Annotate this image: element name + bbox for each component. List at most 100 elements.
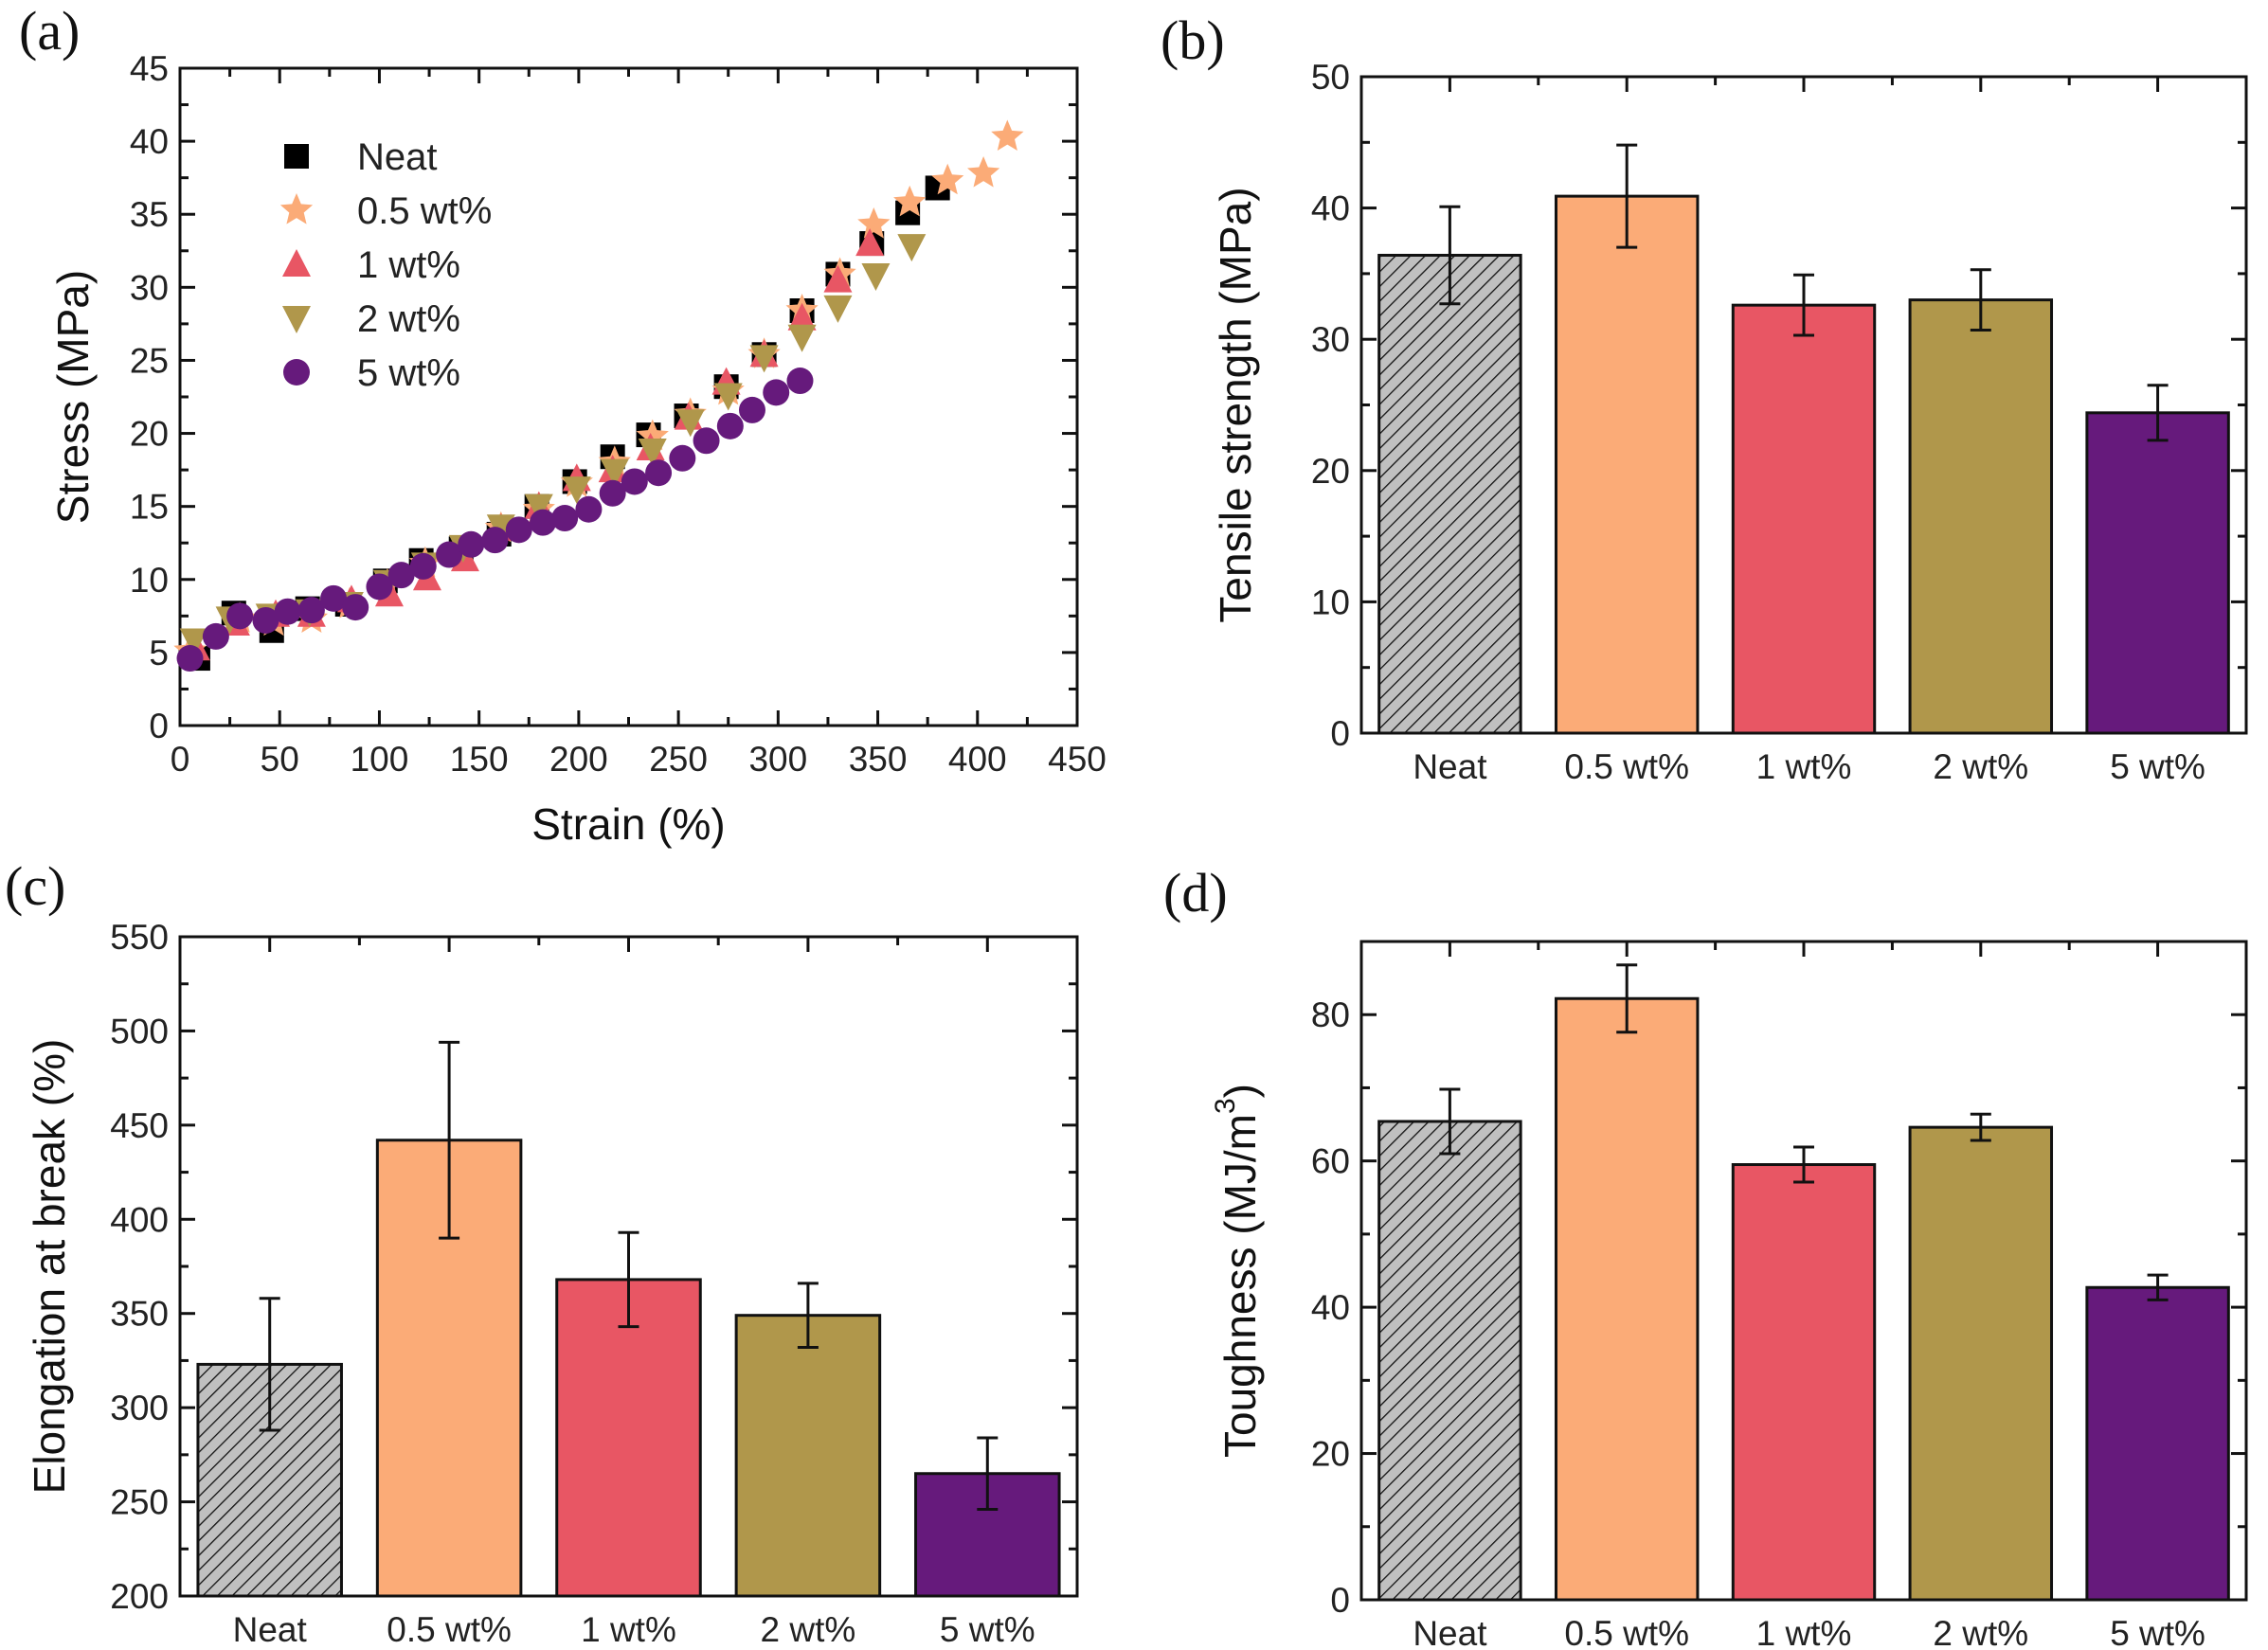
y-axis-label: Stress (MPa) <box>48 270 98 524</box>
y-tick-label: 40 <box>1311 1288 1350 1327</box>
y-tick-label: 550 <box>110 918 169 957</box>
bar-1-wt- <box>1731 303 1877 735</box>
panel-label: (a) <box>19 0 80 62</box>
y-tick-label: 300 <box>110 1389 169 1427</box>
data-point <box>562 476 591 505</box>
y-tick-label: 10 <box>1311 583 1350 621</box>
data-point <box>897 234 927 262</box>
data-point <box>226 602 254 630</box>
legend-marker <box>282 249 311 277</box>
data-point <box>861 262 891 291</box>
data-point <box>176 645 204 673</box>
data-point <box>823 264 853 293</box>
y-tick-label: 45 <box>130 49 169 88</box>
y-tick-label: 450 <box>110 1106 169 1145</box>
data-point <box>675 409 705 438</box>
panel-label: (d) <box>1163 862 1228 924</box>
data-point <box>621 468 648 495</box>
data-point <box>342 594 369 621</box>
y-tick-label: 20 <box>130 415 169 454</box>
legend-marker <box>279 193 314 224</box>
y-axis-label-end: ) <box>1215 1084 1265 1098</box>
legend-label: Neat <box>357 136 438 178</box>
data-point <box>458 530 485 558</box>
y-tick-label: 400 <box>110 1200 169 1239</box>
y-tick-label: 20 <box>1311 1435 1350 1474</box>
y-axis-label: Toughness (MJ/m3) <box>1210 1084 1265 1458</box>
x-tick-label: 5 wt% <box>940 1610 1035 1649</box>
y-tick-label: 0 <box>149 707 169 745</box>
x-tick-label: 5 wt% <box>2110 747 2205 786</box>
data-point <box>991 119 1024 151</box>
y-tick-label: 15 <box>130 488 169 527</box>
y-tick-label: 30 <box>1311 320 1350 359</box>
y-tick-label: 20 <box>1311 452 1350 491</box>
panel-c-elongation: (c) 200 250 300 350 400 450 500 550 Neat 0.5 wt% 1 … <box>5 855 1079 1649</box>
data-point <box>366 573 393 601</box>
y-tick-label: 200 <box>110 1577 169 1616</box>
bar-5-wt- <box>2085 1285 2230 1602</box>
x-tick-label: Neat <box>1413 747 1487 786</box>
data-point <box>669 444 696 472</box>
data-point <box>716 412 744 439</box>
series-1-wt- <box>181 228 885 661</box>
x-tick-label: 5 wt% <box>2110 1614 2205 1650</box>
x-tick-label: 1 wt% <box>1756 1614 1852 1650</box>
x-tick-label: 0.5 wt% <box>387 1610 512 1649</box>
legend-label: 1 wt% <box>357 244 460 286</box>
data-point <box>297 597 325 624</box>
y-tick-label: 30 <box>130 268 169 307</box>
y-tick-label: 0 <box>1330 714 1350 753</box>
data-point <box>787 302 817 331</box>
data-point <box>252 606 279 634</box>
data-point <box>599 479 626 507</box>
x-tick-label: 1 wt% <box>581 1610 676 1649</box>
data-point <box>481 527 509 554</box>
data-point <box>524 493 553 522</box>
y-tick-label: 35 <box>130 195 169 234</box>
data-point <box>436 541 463 568</box>
legend-marker <box>282 306 311 333</box>
y-tick-label: 10 <box>130 561 169 600</box>
x-tick-label: 350 <box>849 740 908 779</box>
x-tick-label: 400 <box>948 740 1007 779</box>
data-point <box>786 368 814 395</box>
data-point <box>763 379 790 406</box>
x-tick-label: Neat <box>233 1610 308 1649</box>
x-tick-label: 1 wt% <box>1756 747 1852 786</box>
legend-label: 2 wt% <box>357 298 460 340</box>
data-point <box>274 598 301 625</box>
bar-neat <box>1377 1120 1522 1602</box>
bar-1-wt- <box>555 1278 702 1598</box>
x-tick-label: 250 <box>649 740 708 779</box>
bar-2-wt- <box>1908 1125 2054 1602</box>
bar-0-5-wt- <box>1554 194 1700 735</box>
data-point <box>530 509 557 536</box>
panel-label: (c) <box>5 855 65 917</box>
y-tick-label: 250 <box>110 1483 169 1522</box>
legend-label: 5 wt% <box>357 352 460 394</box>
bar-2-wt- <box>734 1314 882 1598</box>
bar-1-wt- <box>1731 1163 1877 1602</box>
data-point <box>387 562 415 589</box>
x-tick-label: 2 wt% <box>761 1610 856 1649</box>
data-point <box>638 439 667 467</box>
y-tick-label: 40 <box>130 122 169 161</box>
data-point <box>575 495 603 523</box>
y-tick-label: 80 <box>1311 995 1350 1034</box>
data-point <box>320 584 348 612</box>
data-point <box>893 185 927 217</box>
y-tick-label: 0 <box>1330 1581 1350 1620</box>
y-tick-label: 40 <box>1311 189 1350 228</box>
x-tick-label: 300 <box>748 740 807 779</box>
x-tick-label: 450 <box>1048 740 1107 779</box>
y-axis-label: Tensile strength (MPa) <box>1211 187 1260 622</box>
series-neat <box>185 175 950 672</box>
series-5-wt- <box>176 368 814 673</box>
data-point <box>855 228 885 257</box>
y-tick-label: 25 <box>130 341 169 380</box>
y-tick-label: 60 <box>1311 1142 1350 1181</box>
y-axis-label: Elongation at break (%) <box>25 1039 74 1495</box>
